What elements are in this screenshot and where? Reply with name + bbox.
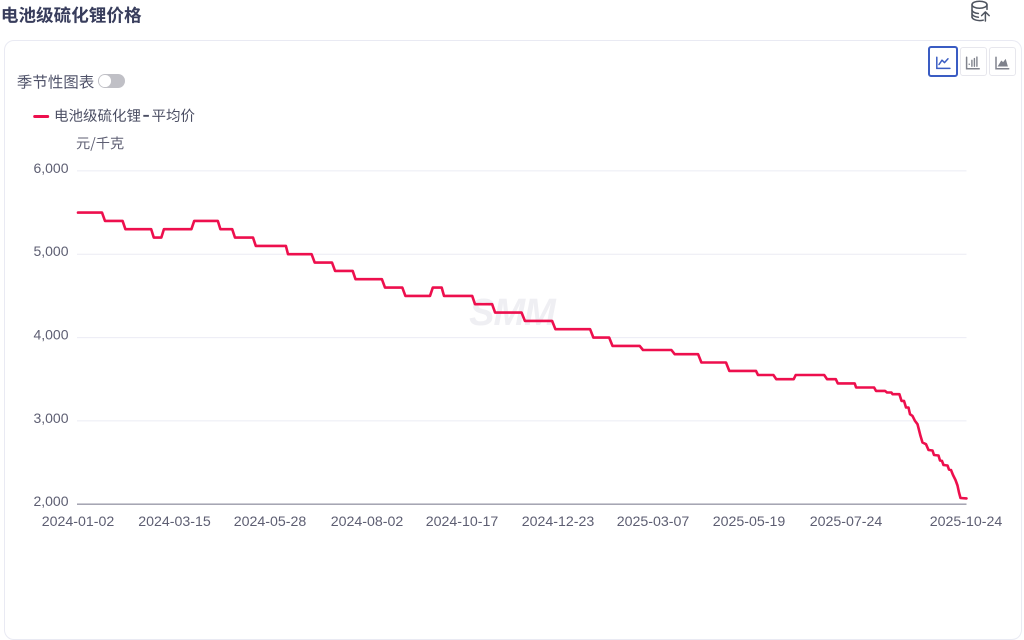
svg-text:2025-05-19: 2025-05-19	[713, 514, 786, 530]
svg-text:5,000: 5,000	[33, 243, 68, 259]
svg-text:2024-03-15: 2024-03-15	[138, 514, 211, 530]
svg-text:2025-07-24: 2025-07-24	[810, 514, 883, 530]
svg-text:3,000: 3,000	[33, 410, 68, 426]
svg-text:4,000: 4,000	[33, 326, 68, 342]
svg-text:2025-10-24: 2025-10-24	[930, 514, 1003, 530]
svg-text:2024-05-28: 2024-05-28	[234, 514, 307, 530]
svg-text:2024-10-17: 2024-10-17	[426, 514, 499, 530]
svg-text:2,000: 2,000	[33, 493, 68, 509]
svg-text:2025-03-07: 2025-03-07	[617, 514, 690, 530]
svg-text:2024-08-02: 2024-08-02	[331, 514, 404, 530]
svg-text:2024-12-23: 2024-12-23	[522, 514, 595, 530]
svg-text:2024-01-02: 2024-01-02	[42, 514, 115, 530]
svg-text:6,000: 6,000	[33, 160, 68, 176]
